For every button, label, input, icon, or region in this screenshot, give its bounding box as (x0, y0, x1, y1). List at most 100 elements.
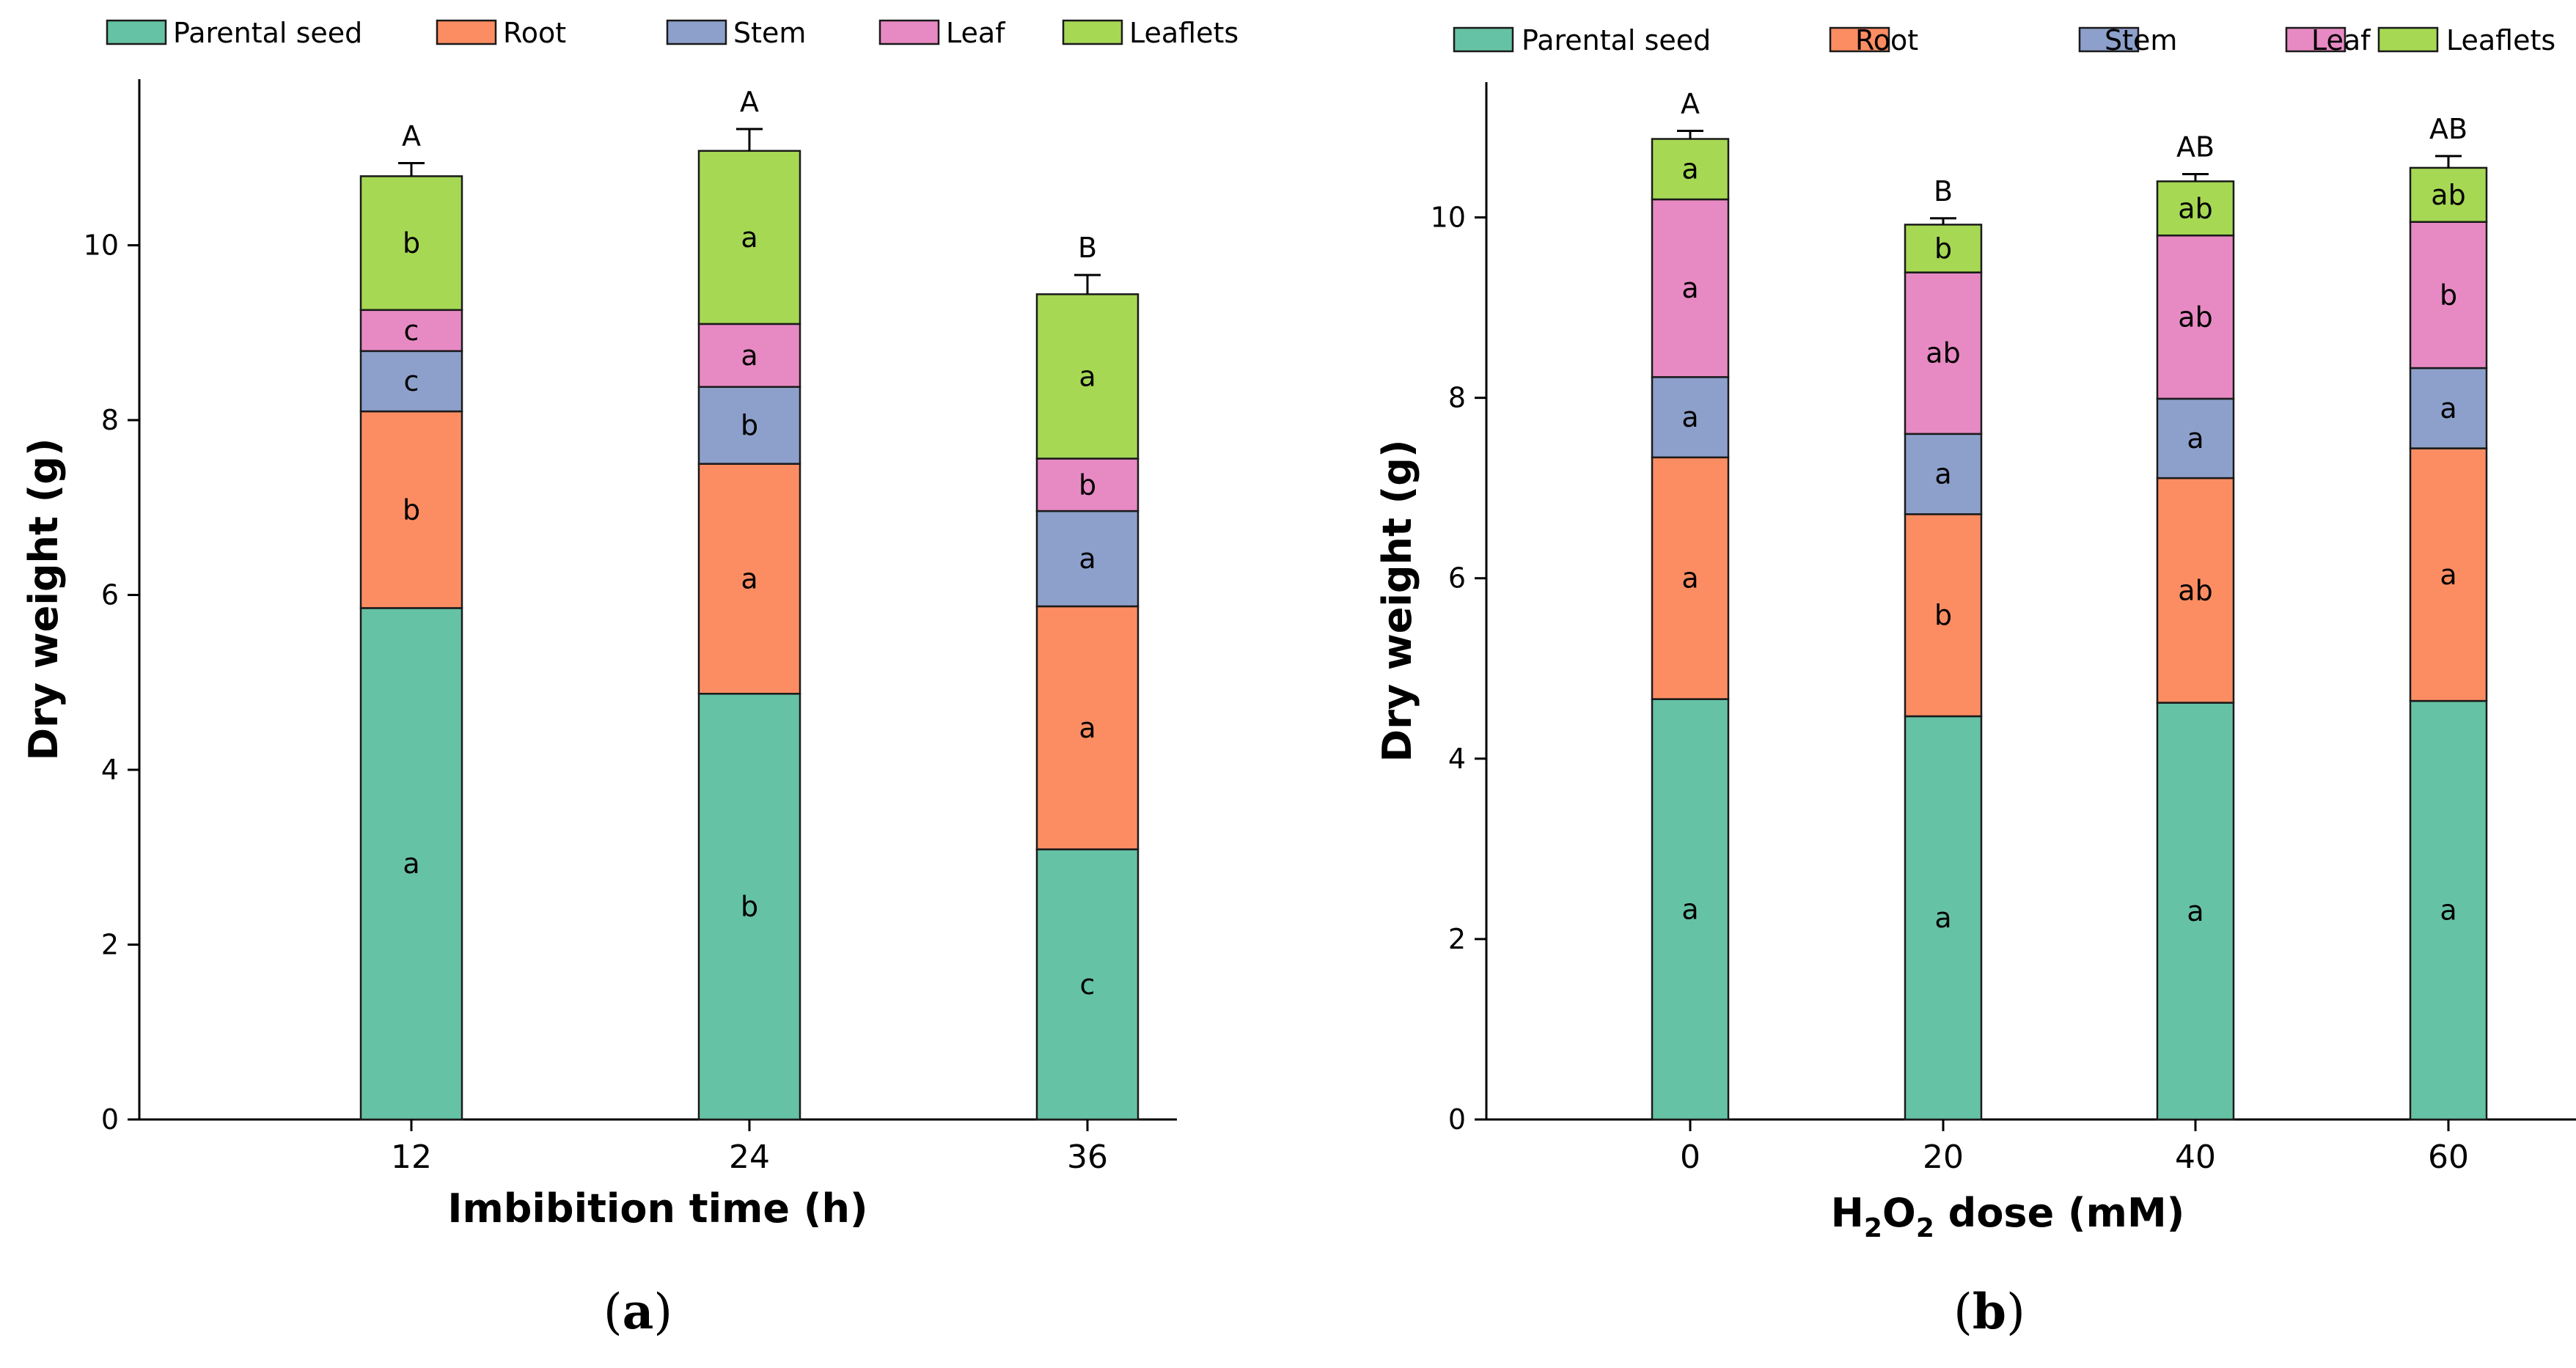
x-tick-label: 24 (729, 1139, 770, 1176)
segment-letter-label: ab (2431, 179, 2465, 211)
legend-swatch (1829, 26, 1890, 53)
segment-letter-label: a (1934, 902, 1951, 934)
total-letter-label: B (1078, 232, 1097, 264)
segment-letter-label: ab (2178, 301, 2212, 334)
bar-segment (359, 410, 463, 609)
segment-letter-label: b (403, 227, 420, 260)
bar-segment (359, 607, 463, 1121)
legend-swatch (2285, 26, 2346, 53)
y-tick-label: 10 (84, 229, 119, 262)
segment-letter-label: a (2187, 422, 2203, 455)
y-tick-label: 8 (1448, 382, 1466, 414)
panel-label-paren: ) (2006, 1284, 2025, 1340)
bar-segment (359, 350, 463, 413)
panel-label-letter: b (1973, 1283, 2006, 1340)
segment-letter-label: ab (1926, 337, 1960, 369)
legend-label: Stem (2105, 24, 2177, 56)
y-axis-title: Dry weight (g) (21, 438, 67, 760)
bar-segment (1904, 513, 1983, 718)
panel-b-chart: 0246810aaaaaA0abaabbB20aabaababAB40aaaba… (1374, 24, 2576, 1340)
panel-label: (b) (1953, 1283, 2025, 1340)
segment-letter-label: a (741, 221, 757, 254)
legend-swatch (436, 19, 497, 45)
bar-segment (1651, 698, 1730, 1121)
bar-segment (2156, 477, 2235, 704)
legend-label: Root (503, 17, 566, 49)
x-tick-label: 60 (2428, 1139, 2469, 1176)
panel-label-paren: ( (1953, 1284, 1973, 1340)
bar-segment (2156, 397, 2235, 479)
y-tick-label: 4 (1448, 743, 1466, 775)
segment-letter-label: a (2440, 559, 2456, 591)
segment-letter-label: a (2440, 894, 2456, 927)
x-axis-title-subscript: 2 (1916, 1213, 1934, 1243)
segment-letter-label: a (1079, 360, 1096, 392)
bar-segment (1904, 224, 1983, 273)
legend-label: Leaflets (2446, 24, 2555, 56)
legend-label: Parental seed (1522, 24, 1711, 56)
bar-segment (1651, 456, 1730, 700)
legend-swatch (2377, 26, 2439, 53)
segment-letter-label: b (403, 493, 420, 526)
y-tick-label: 0 (1448, 1103, 1466, 1136)
y-tick-label: 6 (1448, 562, 1466, 595)
x-tick-label: 40 (2175, 1139, 2216, 1176)
bar-segment (1035, 457, 1140, 512)
y-tick-label: 2 (1448, 923, 1466, 955)
segment-letter-label: a (1079, 712, 1096, 744)
bar-segment (2409, 221, 2488, 369)
bar-segment (1904, 433, 1983, 515)
segment-letter-label: a (1934, 458, 1951, 490)
total-letter-label: B (1934, 175, 1953, 207)
x-axis-title: H2O2 dose (mM) (1831, 1190, 2185, 1243)
legend-swatch (878, 19, 940, 45)
panel-label-paren: ) (653, 1284, 672, 1340)
x-axis-title-subscript: 2 (1864, 1213, 1882, 1243)
segment-letter-label: a (2440, 392, 2456, 424)
segment-letter-label: a (2187, 895, 2203, 927)
bar-segment (2409, 166, 2488, 223)
segment-letter-label: a (1681, 893, 1698, 925)
legend-swatch (106, 19, 167, 45)
bar-segment (1035, 510, 1140, 608)
panel-label: (a) (603, 1283, 672, 1340)
x-axis-title-part: dose (mM) (1934, 1190, 2184, 1236)
legend-label: Leaflets (1129, 17, 1239, 49)
y-tick-label: 4 (101, 754, 119, 786)
segment-letter-label: b (1079, 468, 1096, 501)
segment-letter-label: c (404, 315, 419, 347)
total-letter-label: A (740, 86, 759, 118)
segment-letter-label: b (2440, 279, 2457, 311)
total-letter-label: A (402, 119, 421, 152)
total-letter-label: AB (2429, 113, 2467, 145)
bar-segment (697, 150, 801, 326)
legend-label: Leaf (2311, 24, 2371, 56)
total-letter-label: A (1681, 87, 1700, 119)
panel-label-letter: a (623, 1283, 654, 1340)
bar-segment (1035, 848, 1140, 1121)
segment-letter-label: b (741, 891, 758, 923)
segment-letter-label: a (403, 847, 419, 880)
x-tick-label: 0 (1680, 1139, 1700, 1176)
segment-letter-label: b (741, 409, 758, 441)
bar-segment (1651, 138, 1730, 201)
segment-letter-label: ab (2178, 574, 2212, 606)
panel-a-chart: 0246810abccbA12babaaA24caabaB36Parental … (21, 17, 1239, 1340)
legend-label: Root (1855, 24, 1918, 56)
y-axis-title: Dry weight (g) (1374, 439, 1420, 762)
y-tick-label: 2 (101, 929, 119, 961)
legend-label: Stem (733, 17, 806, 49)
x-axis-title-part: O (1882, 1190, 1916, 1236)
x-tick-label: 36 (1067, 1139, 1108, 1176)
legend-swatch (2078, 26, 2140, 53)
segment-letter-label: b (1934, 232, 1952, 265)
y-tick-label: 8 (101, 404, 119, 436)
y-tick-label: 0 (101, 1103, 119, 1136)
legend-swatch (666, 19, 727, 45)
bar-segment (2156, 180, 2235, 237)
bar-segment (359, 175, 463, 312)
bar-segment (2156, 234, 2235, 400)
y-tick-label: 6 (101, 579, 119, 611)
segment-letter-label: a (1079, 543, 1096, 575)
